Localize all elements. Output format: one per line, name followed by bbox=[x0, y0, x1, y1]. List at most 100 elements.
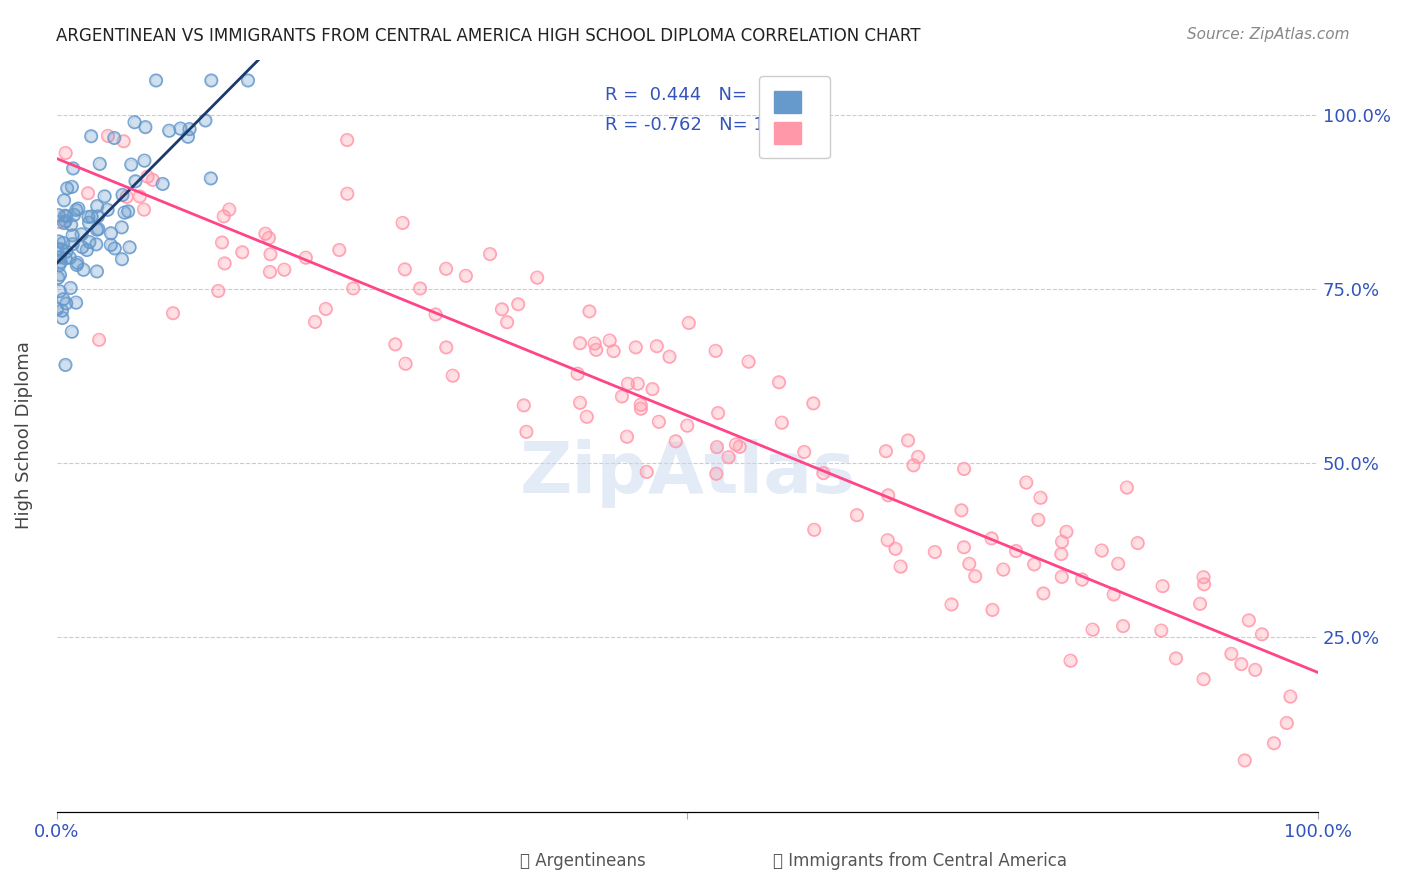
Point bbox=[1115, 481, 1137, 495]
Point bbox=[845, 508, 868, 523]
Point bbox=[70, 227, 93, 242]
Point bbox=[981, 603, 1004, 617]
Point bbox=[737, 354, 759, 368]
Point bbox=[630, 401, 652, 416]
Text: ⬜ Argentineans: ⬜ Argentineans bbox=[520, 852, 645, 870]
Point bbox=[1192, 577, 1215, 591]
Point bbox=[52, 235, 75, 250]
Point bbox=[259, 247, 281, 261]
Point bbox=[1091, 543, 1114, 558]
Point bbox=[87, 333, 110, 347]
Point bbox=[434, 340, 457, 354]
Point bbox=[66, 255, 89, 269]
Point bbox=[707, 406, 730, 420]
Point bbox=[46, 242, 69, 256]
Point bbox=[1251, 627, 1274, 641]
Point bbox=[957, 557, 980, 571]
Point bbox=[897, 434, 920, 448]
Point bbox=[980, 532, 1002, 546]
Point bbox=[177, 129, 200, 144]
Text: R = -0.762   N= 139: R = -0.762 N= 139 bbox=[606, 116, 789, 134]
Point bbox=[569, 336, 592, 351]
Point bbox=[717, 450, 740, 465]
Point bbox=[328, 243, 350, 257]
Point bbox=[793, 445, 815, 459]
Point bbox=[479, 247, 502, 261]
Point bbox=[49, 250, 72, 264]
Point bbox=[51, 310, 73, 325]
Point bbox=[877, 488, 900, 502]
Text: ⬜ Immigrants from Central America: ⬜ Immigrants from Central America bbox=[773, 852, 1067, 870]
Point bbox=[207, 284, 229, 298]
Point bbox=[1251, 627, 1274, 641]
Point bbox=[342, 281, 364, 295]
Point bbox=[1032, 586, 1054, 600]
Point bbox=[724, 437, 747, 451]
Point bbox=[79, 235, 101, 249]
Point bbox=[53, 216, 76, 230]
Point bbox=[55, 146, 77, 161]
Point bbox=[77, 186, 100, 201]
Point bbox=[884, 541, 907, 556]
Point bbox=[157, 124, 180, 138]
Point bbox=[114, 205, 136, 219]
Point bbox=[70, 240, 93, 254]
Point bbox=[236, 73, 259, 87]
Point bbox=[118, 240, 141, 254]
Point bbox=[1115, 481, 1137, 495]
Point bbox=[627, 376, 650, 391]
Point bbox=[602, 344, 624, 359]
Point bbox=[62, 228, 84, 243]
Point bbox=[79, 235, 101, 249]
Point bbox=[1192, 570, 1215, 584]
Point bbox=[124, 115, 146, 129]
Point bbox=[965, 569, 987, 583]
Point bbox=[336, 186, 359, 201]
Point bbox=[1192, 570, 1215, 584]
Point bbox=[60, 218, 83, 232]
Point bbox=[1032, 586, 1054, 600]
Point bbox=[48, 284, 70, 298]
Point bbox=[676, 418, 699, 433]
Point bbox=[1237, 613, 1260, 627]
Point bbox=[813, 466, 835, 480]
Point bbox=[49, 268, 72, 282]
Point bbox=[162, 306, 184, 320]
Point bbox=[1152, 579, 1174, 593]
Point bbox=[993, 563, 1015, 577]
Point bbox=[803, 523, 825, 537]
Point bbox=[100, 226, 122, 240]
Point bbox=[1279, 690, 1302, 704]
Point bbox=[1091, 543, 1114, 558]
Point bbox=[508, 297, 530, 311]
Point bbox=[111, 188, 134, 202]
Point bbox=[394, 357, 416, 371]
Point bbox=[115, 190, 138, 204]
Point bbox=[394, 357, 416, 371]
Point bbox=[55, 296, 77, 310]
Point bbox=[391, 216, 413, 230]
Point bbox=[169, 121, 191, 136]
Point bbox=[294, 251, 316, 265]
Point bbox=[903, 458, 925, 473]
Point bbox=[630, 398, 652, 412]
Point bbox=[77, 216, 100, 230]
Point bbox=[97, 128, 120, 143]
Point bbox=[409, 281, 432, 295]
Point bbox=[1029, 491, 1052, 505]
Point bbox=[897, 434, 920, 448]
Point bbox=[211, 235, 233, 250]
Point bbox=[212, 210, 235, 224]
Point bbox=[950, 503, 973, 517]
Point bbox=[1107, 557, 1129, 571]
Point bbox=[48, 208, 70, 222]
Point bbox=[980, 532, 1002, 546]
Point bbox=[51, 303, 73, 318]
Point bbox=[59, 281, 82, 295]
Point bbox=[211, 235, 233, 250]
Point bbox=[49, 255, 72, 269]
Point bbox=[70, 240, 93, 254]
Point bbox=[903, 458, 925, 473]
Point bbox=[152, 177, 174, 191]
Point bbox=[1050, 547, 1073, 561]
